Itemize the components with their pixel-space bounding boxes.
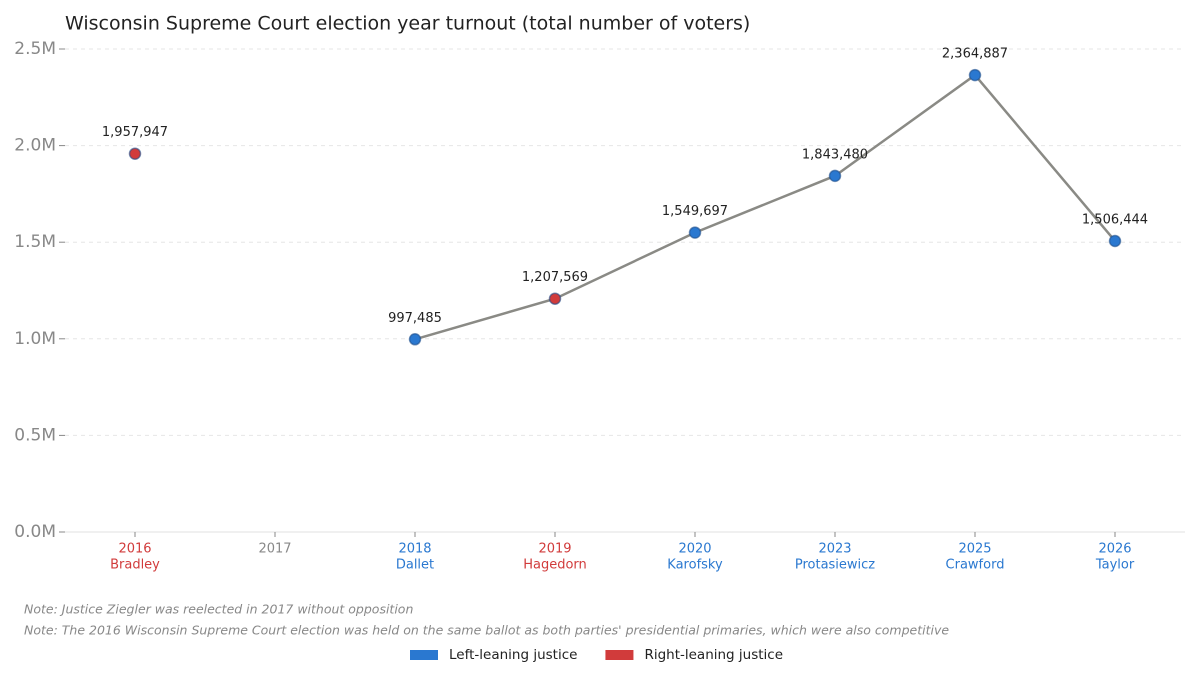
value-label: 2,364,887	[942, 47, 1008, 62]
x-tick-sublabel: Hagedorn	[523, 558, 587, 573]
x-tick-sublabel: Dallet	[396, 558, 434, 573]
chart-title: Wisconsin Supreme Court election year tu…	[65, 13, 750, 35]
marker	[1108, 234, 1122, 248]
x-tick-label: 2016	[118, 542, 151, 557]
value-label: 1,957,947	[102, 125, 168, 140]
x-tick-sublabel: Karofsky	[667, 558, 723, 573]
x-tick-label: 2026	[1098, 542, 1131, 557]
x-tick-label: 2023	[818, 542, 851, 557]
marker	[548, 292, 562, 305]
x-tick-label: 2025	[958, 542, 991, 557]
marker	[408, 333, 422, 346]
y-tick-label: 1.5M	[14, 232, 56, 252]
marker	[968, 68, 982, 82]
x-tick-sublabel: Taylor	[1095, 558, 1135, 573]
legend-label: Left-leaning justice	[449, 647, 577, 663]
marker	[688, 226, 702, 239]
x-tick-sublabel: Bradley	[110, 558, 160, 573]
line	[414, 73, 1116, 341]
value-label: 1,843,480	[802, 147, 868, 162]
x-tick-label: 2019	[538, 542, 571, 557]
y-tick-label: 0.0M	[14, 522, 56, 542]
marker	[828, 169, 842, 183]
x-tick-sublabel: Protasiewicz	[795, 558, 875, 573]
value-label: 1,207,569	[522, 270, 588, 285]
note: Note: Justice Ziegler was reelected in 2…	[24, 602, 413, 617]
note: Note: The 2016 Wisconsin Supreme Court e…	[24, 623, 949, 638]
legend-swatch	[410, 650, 438, 660]
legend-swatch	[605, 650, 634, 660]
value-label: 997,485	[388, 311, 442, 326]
legend-label: Right-leaning justice	[644, 647, 783, 663]
value-label: 1,506,444	[1082, 212, 1148, 227]
y-tick-label: 2.5M	[14, 39, 56, 59]
y-tick-label: 2.0M	[14, 136, 56, 156]
value-label: 1,549,697	[662, 204, 728, 219]
x-tick-label: 2018	[398, 542, 431, 557]
marker	[128, 147, 142, 160]
y-tick-label: 1.0M	[14, 329, 56, 349]
y-tick-label: 0.5M	[14, 425, 56, 445]
x-tick-label: 2017	[258, 542, 291, 557]
x-tick-sublabel: Crawford	[946, 558, 1005, 573]
x-tick-label: 2020	[678, 542, 711, 557]
